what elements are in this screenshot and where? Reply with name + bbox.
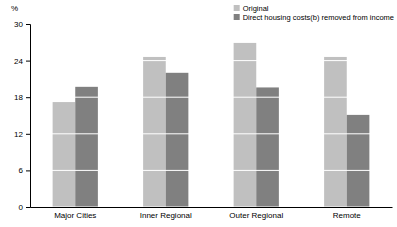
y-tick-mark	[26, 61, 30, 62]
grid	[30, 24, 392, 207]
bars	[53, 43, 370, 207]
bar	[143, 57, 166, 207]
y-tick: 30	[14, 20, 30, 29]
y-tick-label: 24	[14, 57, 23, 66]
x-tick: Inner Regional	[140, 211, 192, 220]
bar	[234, 43, 257, 207]
legend: OriginalDirect housing costs(b) removed …	[234, 4, 394, 22]
x-tick-label: Outer Regional	[229, 211, 283, 220]
x-tick: Remote	[333, 211, 362, 220]
y-tick: 18	[14, 93, 30, 102]
grid-line	[30, 97, 392, 98]
x-tick-label: Remote	[333, 211, 362, 220]
y-tick-mark	[26, 97, 30, 98]
bar	[347, 115, 370, 207]
legend-swatch	[234, 5, 240, 11]
y-tick-label: 12	[14, 130, 23, 139]
x-tick-label: Major Cities	[54, 211, 96, 220]
y-tick-mark	[26, 170, 30, 171]
y-tick-mark	[26, 134, 30, 135]
legend-label: Direct housing costs(b) removed from inc…	[243, 13, 394, 22]
y-tick-label: 30	[14, 20, 23, 29]
y-tick: 0	[19, 203, 30, 212]
legend-swatch	[234, 14, 240, 20]
y-tick-label: 0	[19, 203, 24, 212]
grid-line	[30, 170, 392, 171]
y-axis-line	[26, 25, 31, 208]
y-tick: 24	[14, 57, 30, 66]
x-tick-label: Inner Regional	[140, 211, 192, 220]
grid-line	[30, 207, 392, 208]
bar	[324, 57, 347, 207]
y-tick: 12	[14, 130, 30, 139]
legend-label: Original	[243, 4, 269, 13]
x-axis-line	[31, 207, 393, 208]
x-axis: Major Cities Inner Regional Outer Regional…	[31, 208, 393, 220]
bar	[256, 87, 279, 207]
chart: 0 6 12 18 24 30 Major Cities Inner Regional Oute…	[0, 0, 397, 227]
y-tick-mark	[26, 207, 30, 208]
x-tick: Outer Regional	[229, 211, 283, 220]
bar	[75, 87, 98, 207]
y-axis-title: %	[11, 4, 18, 13]
y-tick-label: 18	[14, 93, 23, 102]
y-tick-label: 6	[19, 166, 24, 175]
grid-line	[30, 133, 392, 134]
y-axis: 0 6 12 18 24 30	[14, 20, 30, 212]
bar	[53, 102, 76, 207]
y-tick: 6	[19, 166, 30, 175]
x-tick: Major Cities	[54, 211, 96, 220]
grid-line	[30, 60, 392, 61]
plot: 0 6 12 18 24 30 Major Cities Inner Regional Oute…	[14, 20, 392, 220]
bar	[166, 73, 189, 207]
grid-line	[30, 24, 392, 25]
y-tick-mark	[26, 24, 30, 25]
